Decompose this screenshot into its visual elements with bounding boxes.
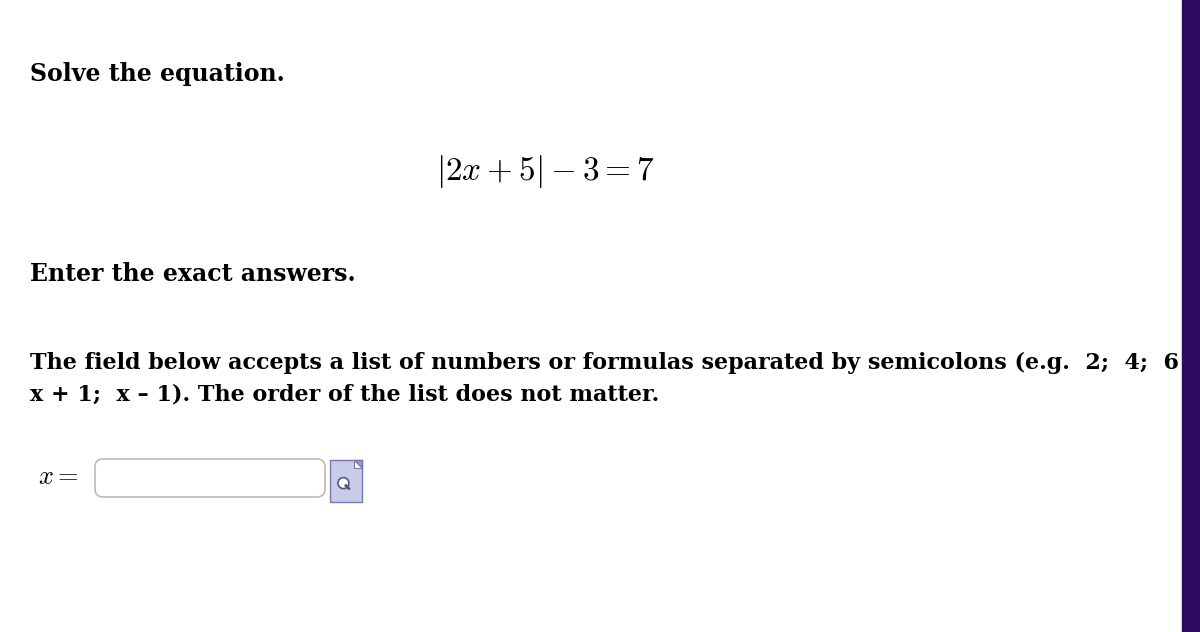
Text: $x =$: $x =$ <box>38 464 79 490</box>
Text: $|2x + 5| - 3 = 7$: $|2x + 5| - 3 = 7$ <box>436 154 654 190</box>
Bar <box>1182 0 1200 632</box>
Text: Solve the equation.: Solve the equation. <box>30 62 284 86</box>
Text: x + 1;  x – 1). The order of the list does not matter.: x + 1; x – 1). The order of the list doe… <box>30 384 659 406</box>
FancyBboxPatch shape <box>95 459 325 497</box>
FancyBboxPatch shape <box>330 460 362 502</box>
Circle shape <box>338 478 349 489</box>
Polygon shape <box>354 460 362 468</box>
Text: The field below accepts a list of numbers or formulas separated by semicolons (e: The field below accepts a list of number… <box>30 352 1200 374</box>
Text: Enter the exact answers.: Enter the exact answers. <box>30 262 355 286</box>
Polygon shape <box>354 460 362 468</box>
